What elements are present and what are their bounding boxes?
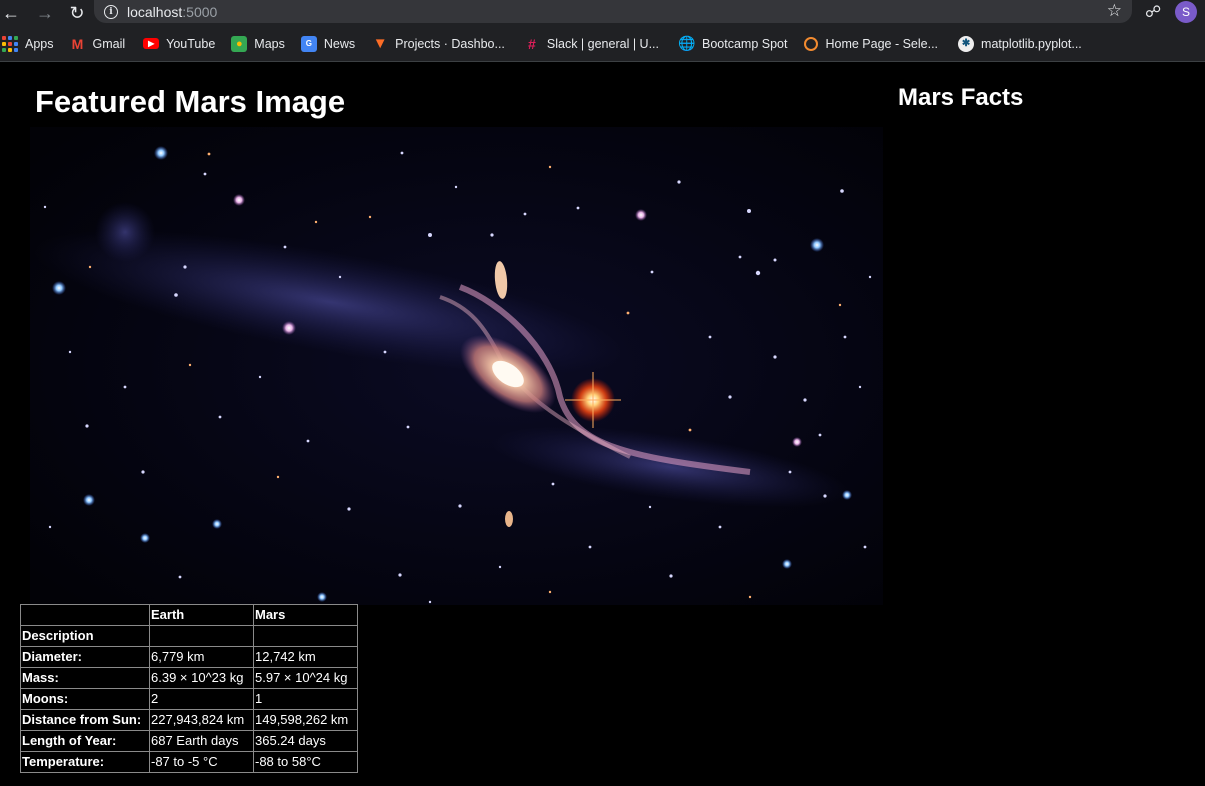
bookmark-apps[interactable]: Apps <box>2 30 54 58</box>
mars-value <box>253 625 358 647</box>
table-header-mars: Mars <box>253 604 358 626</box>
mars-facts-heading: Mars Facts <box>898 84 1024 111</box>
bookmark-label: YouTube <box>166 36 216 51</box>
mars-value: 5.97 × 10^24 kg <box>253 667 358 689</box>
url-text[interactable]: localhost:5000 <box>127 4 217 20</box>
slack-icon: # <box>527 35 536 52</box>
page-content: Featured Mars Image Mars Facts <box>0 62 1205 786</box>
table-header-earth: Earth <box>149 604 254 626</box>
bookmark-bootcamp-spot[interactable]: 🌐 Bootcamp Spot <box>678 30 788 58</box>
maps-icon: ● <box>231 35 248 52</box>
row-label: Distance from Sun: <box>20 709 150 731</box>
browser-toolbar: ← → ↻ i localhost:5000 ☆ ☍ S <box>0 0 1205 26</box>
bookmark-projects[interactable]: ▼ Projects · Dashbo... <box>372 30 505 58</box>
matplotlib-icon: ✱ <box>958 35 975 52</box>
bookmark-youtube[interactable]: ▶ YouTube <box>143 30 215 58</box>
galaxy-picture <box>30 127 883 605</box>
bookmark-label: Gmail <box>92 36 126 51</box>
featured-mars-image <box>30 127 883 605</box>
row-label: Diameter: <box>20 646 150 668</box>
globe-icon: 🌐 <box>678 35 696 51</box>
profile-avatar[interactable]: S <box>1175 1 1197 23</box>
bookmark-label: Apps <box>25 36 54 51</box>
extensions-puzzle-icon[interactable]: ☍ <box>1145 4 1162 21</box>
table-row: Moons: 2 1 <box>20 688 358 710</box>
earth-value <box>149 625 254 647</box>
gitlab-icon: ▼ <box>372 35 388 52</box>
address-bar[interactable]: i localhost:5000 ☆ <box>94 0 1132 23</box>
bookmark-label: Slack | general | U... <box>546 36 659 51</box>
bookmark-maps[interactable]: ● Maps <box>231 30 285 58</box>
site-info-icon[interactable]: i <box>104 4 118 19</box>
earth-value: 6,779 km <box>149 646 254 668</box>
row-label: Mass: <box>20 667 150 689</box>
earth-value: 227,943,824 km <box>149 709 254 731</box>
bookmark-label: matplotlib.pyplot... <box>981 36 1082 51</box>
gmail-icon: M <box>71 35 84 52</box>
mars-facts-table: Earth Mars Description Diameter: 6,779 k… <box>20 604 358 773</box>
reload-icon[interactable]: ↻ <box>69 2 85 23</box>
bookmark-label: Home Page - Sele... <box>825 36 939 51</box>
row-label: Moons: <box>20 688 150 710</box>
url-port: :5000 <box>182 3 218 20</box>
earth-value: 2 <box>149 688 254 710</box>
earth-value: 6.39 × 10^23 kg <box>149 667 254 689</box>
mars-value: 1 <box>253 688 358 710</box>
row-label: Temperature: <box>20 751 150 773</box>
back-arrow-icon[interactable]: ← <box>2 2 20 23</box>
bookmark-slack[interactable]: # Slack | general | U... <box>524 30 659 58</box>
mars-value: 365.24 days <box>253 730 358 752</box>
table-row: Diameter: 6,779 km 12,742 km <box>20 646 358 668</box>
forward-arrow-icon[interactable]: → <box>36 2 54 23</box>
table-row: Length of Year: 687 Earth days 365.24 da… <box>20 730 358 752</box>
youtube-icon: ▶ <box>143 38 160 49</box>
table-header-row: Earth Mars <box>20 604 358 626</box>
bookmark-home-page[interactable]: Home Page - Sele... <box>804 30 938 58</box>
table-row: Mass: 6.39 × 10^23 kg 5.97 × 10^24 kg <box>20 667 358 689</box>
table-row: Description <box>20 625 358 647</box>
bookmarks-bar: Apps M Gmail ▶ YouTube ● Maps G News ▼ P… <box>0 26 1205 62</box>
mars-value: -88 to 58°C <box>253 751 358 773</box>
row-label: Length of Year: <box>20 730 150 752</box>
bookmark-label: Bootcamp Spot <box>702 36 788 51</box>
mars-value: 149,598,262 km <box>253 709 358 731</box>
mars-value: 12,742 km <box>253 646 358 668</box>
apps-grid-icon <box>2 35 18 52</box>
earth-value: 687 Earth days <box>149 730 254 752</box>
row-label: Description <box>20 625 150 647</box>
url-host: localhost <box>127 3 183 20</box>
featured-image-heading: Featured Mars Image <box>35 84 346 119</box>
selenium-icon <box>804 36 819 51</box>
bookmark-label: News <box>323 36 356 51</box>
news-icon: G <box>300 35 317 52</box>
bookmark-label: Projects · Dashbo... <box>395 36 505 51</box>
bookmark-gmail[interactable]: M Gmail <box>70 30 126 58</box>
table-header-cell <box>20 604 150 626</box>
table-row: Distance from Sun: 227,943,824 km 149,59… <box>20 709 358 731</box>
earth-value: -87 to -5 °C <box>149 751 254 773</box>
table-row: Temperature: -87 to -5 °C -88 to 58°C <box>20 751 358 773</box>
bookmark-news[interactable]: G News <box>300 30 356 58</box>
bookmark-star-icon[interactable]: ☆ <box>1106 1 1122 20</box>
bookmark-label: Maps <box>254 36 285 51</box>
bookmark-matplotlib[interactable]: ✱ matplotlib.pyplot... <box>958 30 1082 58</box>
